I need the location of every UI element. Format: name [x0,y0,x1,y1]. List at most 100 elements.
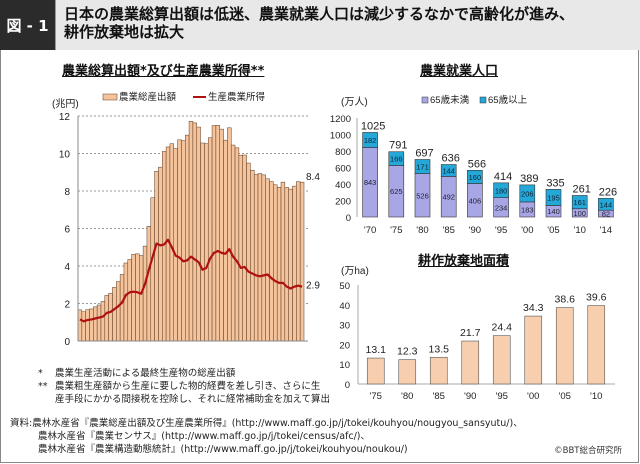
output-bar [81,311,86,342]
chart1-title: 農業総算出額*及び生産農業所得** [62,64,265,79]
copyright: ©BBT総合研究所 [554,446,622,456]
output-bar [146,226,152,342]
y-tick-label: 0 [345,380,350,391]
output-bar [150,197,155,342]
x-tick-label: '05 [547,225,559,236]
output-bar [280,181,286,342]
total-label: 1025 [361,120,385,132]
output-bar [269,181,274,342]
over65-value: 182 [364,136,377,145]
output-bar [142,245,148,342]
over65-value: 144 [600,200,613,209]
over65-bar [467,170,483,184]
over65-value: 195 [547,193,560,202]
output-income-chart: (兆円)024681012'55'60'65'70'75'80'85'90'95… [52,91,320,345]
over65-bar [545,189,562,206]
output-bar [139,255,144,342]
figure-frame [0,50,639,463]
under65-value: 234 [495,203,508,212]
y-axis-unit: (万ha) [341,266,369,277]
y-tick-label: 20 [339,340,350,351]
y-tick-label: 12 [59,112,71,123]
x-tick-label: '80 [401,391,413,402]
output-bar [200,142,205,342]
x-tick-label: '90 [464,391,476,402]
y-tick-label: 0 [346,213,351,224]
output-bar [207,137,213,342]
figure-label: 図 - 1 [0,0,55,50]
under65-value: 406 [469,196,482,205]
legend-output-label: 農業総産出額 [119,91,177,103]
over65-bar [598,198,614,211]
x-tick-label: '75 [370,391,382,402]
y-tick-label: 0 [64,337,70,345]
under65-value: 526 [416,191,429,200]
under65-value: 100 [573,209,586,218]
y-axis-unit: (万人) [341,96,368,108]
legend-under65-swatch [421,96,429,104]
output-bar [246,162,251,342]
legend-output-swatch [102,93,118,101]
bar-value-label: 34.3 [523,302,544,314]
bar-value-label: 39.6 [586,292,607,304]
y-tick-label: 50 [339,281,350,292]
y-tick-label: 2 [64,300,70,311]
legend-income-label: 生産農業所得 [208,91,266,103]
output-bar [288,188,293,342]
output-bar [77,309,83,342]
y-tick-label: 4 [64,262,70,273]
output-bar [299,181,305,342]
source-3: 農林水産省『農業構造動態統計』(http://www.maff.go.jp/j/… [38,444,408,455]
x-tick-label: '00 [521,225,533,236]
x-tick-label: '90 [469,225,481,236]
output-bar [257,173,263,342]
bar-value-label: 24.4 [492,322,513,334]
total-label: 261 [573,183,591,195]
figure-title-line1: 日本の農業総算出額は低迷、農業就業人口は減少するなかで高齢化が進み、 [64,5,575,23]
output-bar [188,121,194,342]
figure-title-line2: 耕作放棄地は拡大 [64,23,185,41]
output-bar [250,169,255,342]
over65-value: 180 [495,186,508,195]
output-bar [181,140,186,342]
output-bar [253,174,259,342]
bar-value-label: 12.3 [397,346,418,358]
notes: * 農業生産活動による最終生産物の総産出額 ** 農業粗生産額から生産に要した物的経… [38,367,330,406]
y-tick-label: 600 [335,164,351,175]
y-tick-label: 10 [339,360,350,371]
x-tick-label: '10 [590,391,602,402]
under65-value: 183 [521,205,534,214]
legend-over65-label: 65歳以上 [488,94,528,106]
output-bar [104,295,109,342]
over65-value: 166 [390,155,403,164]
output-bar [234,147,240,342]
x-tick-label: '10 [574,225,586,236]
x-tick-label: '95 [496,391,508,402]
output-bar [204,143,209,342]
output-bar [96,304,102,342]
total-label: 335 [546,177,564,189]
output-bar [276,187,282,342]
x-tick-label: '85 [433,391,445,402]
x-tick-label: '80 [416,225,428,236]
output-bar [242,154,247,342]
total-label: 636 [442,153,460,165]
y-tick-label: 10 [59,150,71,161]
farm-population-chart: (万人) 0 200 400 600 800 1000 1200 843 182 1025 '70 62… [330,94,617,236]
output-bar [223,139,228,342]
over65-value: 161 [573,198,586,207]
abandoned-bar [524,315,543,385]
over65-value: 206 [521,189,534,198]
over65-bar [414,159,431,174]
x-tick-label: '95 [495,225,507,236]
x-tick-label: '75 [390,225,402,236]
over65-bar [519,184,536,203]
output-bar [230,144,236,342]
source-2: 農林水産省『農業センサス』(http://www.maff.go.jp/j/to… [38,431,371,442]
output-bar [112,287,117,342]
output-bar [238,154,243,342]
y-tick-label: 1000 [330,131,351,142]
abandoned-bar [587,305,606,385]
abandoned-bar [492,335,511,385]
output-bar [162,151,167,342]
